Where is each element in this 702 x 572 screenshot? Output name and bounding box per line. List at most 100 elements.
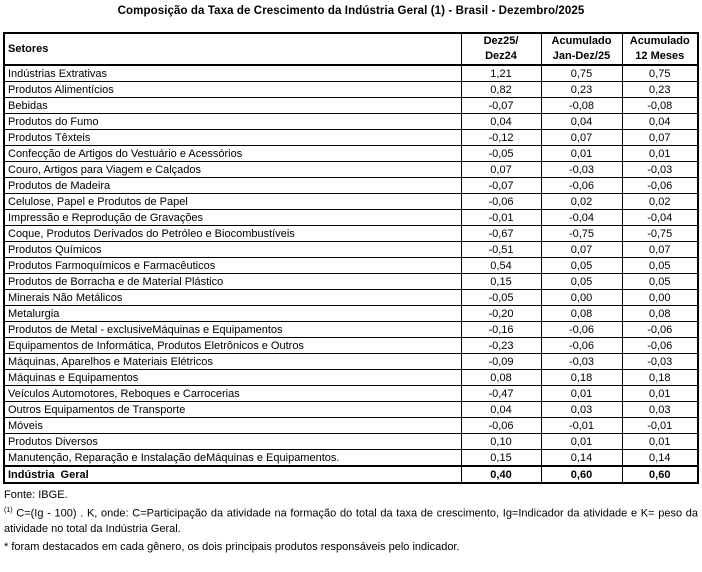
sector-name-cell: Veículos Automotores, Reboques e Carroce… [3,385,462,402]
value-acumulado-12-meses: 0,07 [621,241,699,258]
value-acumulado-jan-dez25: 0,01 [540,385,623,402]
value-acumulado-12-meses: -0,03 [621,353,699,370]
value-acumulado-12-meses: 0,07 [621,129,699,146]
header-row: Setores Dez25/ Dez24 Acumulado Jan-Dez/2… [3,32,699,66]
value-dez25-dez24: -0,16 [460,321,542,338]
value-dez25-dez24: 0,07 [460,161,542,178]
table-row: Máquinas, Aparelhos e Materiais Elétrico… [3,353,699,370]
value-acumulado-12-meses: -0,06 [621,337,699,354]
table-row: Manutenção, Reparação e Instalação deMáq… [3,449,699,467]
table-row: Produtos Químicos -0,51 0,07 0,07 [3,241,699,258]
footnote-marker: (1) [4,507,13,514]
table-body: Indústrias Extrativas 1,21 0,75 0,75 Produto… [3,64,699,484]
value-acumulado-jan-dez25: 0,03 [540,401,623,418]
sector-name-cell: Indústrias Extrativas [3,64,462,82]
value-acumulado-12-meses: 0,03 [621,401,699,418]
value-dez25-dez24: -0,51 [460,241,542,258]
value-acumulado-12-meses: 0,14 [621,449,699,467]
value-dez25-dez24: -0,09 [460,353,542,370]
sector-name-cell: Produtos de Metal - exclusiveMáquinas e … [3,321,462,338]
footnote-definition: (1) C=(Ig - 100) . K, onde: C=Participaç… [4,503,698,537]
value-acumulado-12-meses: -0,01 [621,417,699,434]
value-dez25-dez24: -0,47 [460,385,542,402]
value-acumulado-12-meses: 0,60 [621,465,699,484]
header-acum2-line2: 12 Meses [635,50,685,62]
value-dez25-dez24: -0,05 [460,145,542,162]
table-row: Celulose, Papel e Produtos de Papel -0,06… [3,193,699,210]
value-acumulado-jan-dez25: 0,01 [540,433,623,450]
table-row: Metalurgia -0,20 0,08 0,08 [3,305,699,322]
sector-name-cell: Celulose, Papel e Produtos de Papel [3,193,462,210]
value-dez25-dez24: -0,06 [460,417,542,434]
header-acum2-line1: Acumulado [629,35,690,47]
table-row: Outros Equipamentos de Transporte 0,04 0,0… [3,401,699,418]
table-row: Produtos de Metal - exclusiveMáquinas e … [3,321,699,338]
value-dez25-dez24: -0,06 [460,193,542,210]
value-acumulado-jan-dez25: -0,03 [540,353,623,370]
value-acumulado-12-meses: 0,05 [621,257,699,274]
value-acumulado-jan-dez25: 0,14 [540,449,623,467]
value-acumulado-jan-dez25: -0,06 [540,177,623,194]
value-acumulado-12-meses: 0,01 [621,385,699,402]
table-row: Veículos Automotores, Reboques e Carroce… [3,385,699,402]
value-acumulado-12-meses: -0,75 [621,225,699,242]
table-row: Confecção de Artigos do Vestuário e Aces… [3,145,699,162]
table-row: Máquinas e Equipamentos 0,08 0,18 0,18 [3,369,699,386]
table-row: Impressão e Reprodução de Gravações -0,01… [3,209,699,226]
value-acumulado-12-meses: 0,75 [621,64,699,82]
value-dez25-dez24: 0,10 [460,433,542,450]
growth-composition-table: Setores Dez25/ Dez24 Acumulado Jan-Dez/2… [3,32,699,484]
value-acumulado-12-meses: 0,02 [621,193,699,210]
sector-name-cell: Outros Equipamentos de Transporte [3,401,462,418]
value-acumulado-jan-dez25: 0,02 [540,193,623,210]
header-acum1-line2: Jan-Dez/25 [552,50,611,62]
value-dez25-dez24: 0,08 [460,369,542,386]
sector-name-cell: Máquinas e Equipamentos [3,369,462,386]
source-note: Fonte: IBGE. [4,489,68,501]
table-row: Equipamentos de Informática, Produtos El… [3,337,699,354]
value-dez25-dez24: -0,07 [460,177,542,194]
value-acumulado-jan-dez25: -0,06 [540,321,623,338]
value-dez25-dez24: -0,12 [460,129,542,146]
table-row: Coque, Produtos Derivados do Petróleo e … [3,225,699,242]
value-dez25-dez24: 0,82 [460,81,542,98]
value-acumulado-12-meses: 0,18 [621,369,699,386]
sector-name-cell: Indústria Geral [3,465,462,484]
footnote-text: C=(Ig - 100) . K, onde: C=Participação d… [4,507,698,535]
value-acumulado-jan-dez25: -0,04 [540,209,623,226]
value-acumulado-jan-dez25: 0,18 [540,369,623,386]
value-acumulado-jan-dez25: -0,01 [540,417,623,434]
sector-name-cell: Produtos Farmoquímicos e Farmacêuticos [3,257,462,274]
value-acumulado-12-meses: 0,01 [621,145,699,162]
value-dez25-dez24: -0,23 [460,337,542,354]
sector-name-cell: Bebidas [3,97,462,114]
table-row: Produtos de Madeira -0,07 -0,06 -0,06 [3,177,699,194]
value-acumulado-12-meses: 0,23 [621,81,699,98]
value-dez25-dez24: 0,15 [460,273,542,290]
table-row: Produtos de Borracha e de Material Plást… [3,273,699,290]
value-acumulado-jan-dez25: 0,08 [540,305,623,322]
value-acumulado-jan-dez25: 0,75 [540,64,623,82]
sector-name-cell: Produtos do Fumo [3,113,462,130]
value-acumulado-jan-dez25: 0,04 [540,113,623,130]
value-dez25-dez24: -0,01 [460,209,542,226]
value-dez25-dez24: 0,40 [460,465,542,484]
sector-name-cell: Produtos Diversos [3,433,462,450]
table-row: Couro, Artigos para Viagem e Calçados 0,0… [3,161,699,178]
value-acumulado-jan-dez25: 0,60 [540,465,623,484]
value-acumulado-jan-dez25: 0,05 [540,257,623,274]
value-dez25-dez24: 1,21 [460,64,542,82]
value-acumulado-jan-dez25: 0,23 [540,81,623,98]
value-acumulado-12-meses: 0,00 [621,289,699,306]
table-row: Produtos Têxteis -0,12 0,07 0,07 [3,129,699,146]
table-row: Bebidas -0,07 -0,08 -0,08 [3,97,699,114]
asterisk-note: * foram destacados em cada gênero, os do… [4,540,460,553]
page-title: Composição da Taxa de Crescimento da Ind… [117,5,585,17]
table-row: Minerais Não Metálicos -0,05 0,00 0,00 [3,289,699,306]
value-acumulado-jan-dez25: -0,75 [540,225,623,242]
sector-name-cell: Coque, Produtos Derivados do Petróleo e … [3,225,462,242]
value-acumulado-jan-dez25: 0,07 [540,129,623,146]
sector-name-cell: Produtos Alimentícios [3,81,462,98]
value-acumulado-12-meses: -0,06 [621,177,699,194]
header-dez25-line2: Dez24 [485,50,517,62]
